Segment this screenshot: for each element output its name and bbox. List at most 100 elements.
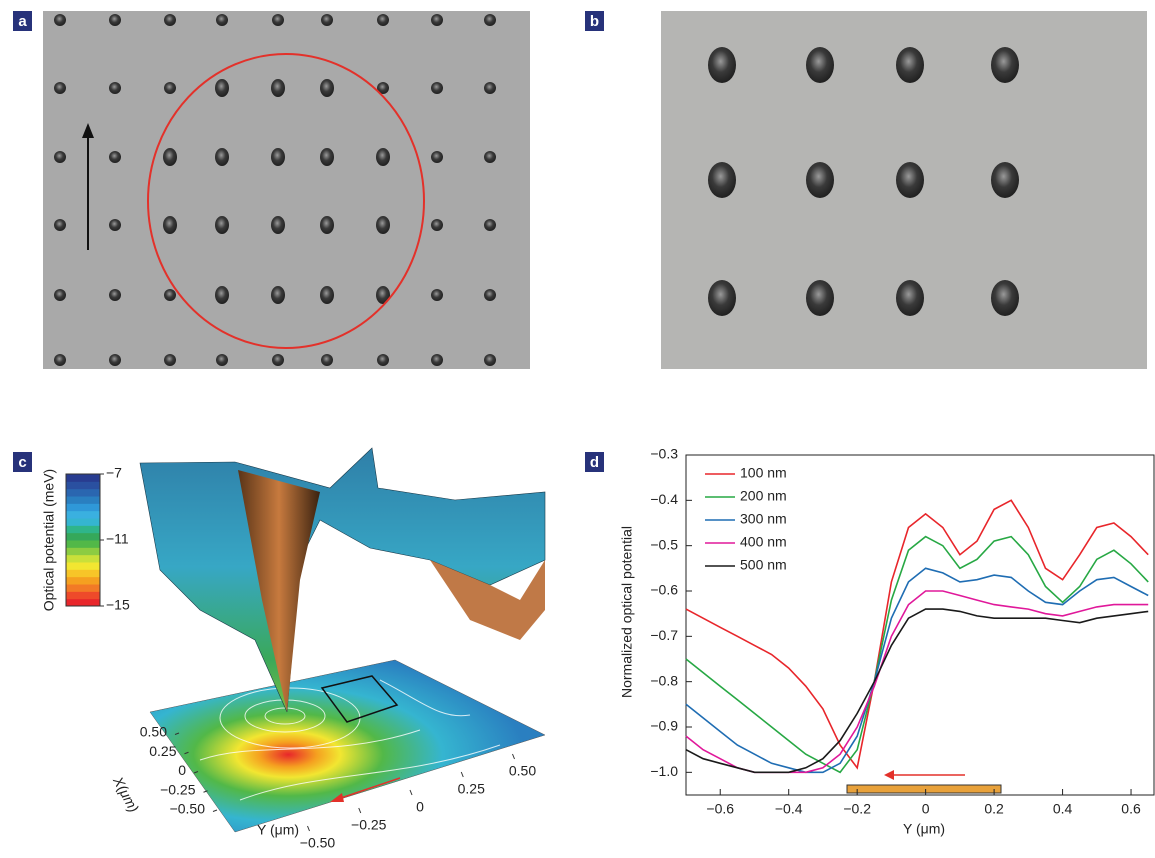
y-axis-label: Y (μm) bbox=[257, 822, 299, 838]
particle bbox=[54, 82, 66, 94]
panel-b-image bbox=[661, 11, 1147, 369]
x-tick-label: −0.6 bbox=[706, 801, 734, 817]
legend-label: 300 nm bbox=[740, 511, 787, 527]
colorbar-band bbox=[66, 562, 100, 570]
particle bbox=[54, 219, 66, 231]
colorbar-band bbox=[66, 511, 100, 519]
particle bbox=[376, 148, 390, 166]
particle bbox=[377, 14, 389, 26]
particle bbox=[215, 79, 229, 97]
colorbar-band bbox=[66, 518, 100, 526]
particle bbox=[320, 286, 334, 304]
particle bbox=[484, 14, 496, 26]
y-tick-label: −0.3 bbox=[650, 446, 678, 462]
y-tick-label: 0.25 bbox=[458, 781, 485, 797]
particle bbox=[320, 148, 334, 166]
panel-a-image bbox=[43, 11, 530, 369]
particle bbox=[806, 47, 834, 83]
particle bbox=[431, 82, 443, 94]
y-tick bbox=[359, 808, 361, 813]
x-axis-title: Y (μm) bbox=[903, 821, 945, 837]
y-tick-label: −0.9 bbox=[650, 718, 678, 734]
colorbar-band bbox=[66, 481, 100, 489]
y-tick bbox=[308, 826, 310, 831]
particle bbox=[216, 14, 228, 26]
colorbar-band bbox=[66, 489, 100, 497]
particle bbox=[708, 280, 736, 316]
x-tick-label: −0.50 bbox=[170, 801, 206, 817]
y-tick-label: 0 bbox=[416, 799, 424, 815]
panel-label: a bbox=[18, 13, 27, 30]
y-tick bbox=[410, 790, 412, 795]
panel-label: c bbox=[18, 454, 26, 471]
colorbar-tick-label: −11 bbox=[106, 531, 129, 547]
particle bbox=[484, 289, 496, 301]
particle bbox=[54, 354, 66, 366]
colorbar-band bbox=[66, 474, 100, 482]
particle bbox=[109, 151, 121, 163]
particle bbox=[164, 82, 176, 94]
particle bbox=[431, 354, 443, 366]
particle bbox=[484, 82, 496, 94]
particle bbox=[806, 162, 834, 198]
surface-plot bbox=[140, 448, 545, 832]
colorbar-band bbox=[66, 577, 100, 585]
y-axis-title: Normalized optical potential bbox=[619, 526, 635, 698]
particle bbox=[215, 148, 229, 166]
colorbar-band bbox=[66, 496, 100, 504]
series-line bbox=[686, 568, 1148, 772]
y-tick-label: −0.7 bbox=[650, 627, 678, 643]
particle bbox=[708, 47, 736, 83]
x-tick-label: 0 bbox=[178, 762, 186, 778]
particle bbox=[54, 151, 66, 163]
x-tick-label: 0.6 bbox=[1121, 801, 1141, 817]
particle bbox=[376, 216, 390, 234]
y-tick-label: −0.4 bbox=[650, 491, 678, 507]
micrograph bbox=[43, 11, 530, 369]
series-line bbox=[686, 591, 1148, 772]
y-tick-label: −1.0 bbox=[650, 763, 678, 779]
particle bbox=[896, 280, 924, 316]
y-tick bbox=[513, 754, 515, 759]
x-tick bbox=[213, 810, 217, 812]
arrow-head bbox=[884, 770, 894, 780]
particle bbox=[215, 286, 229, 304]
figure: Optical potential (meV) X(μm) Y (μm) Nor… bbox=[0, 0, 1155, 858]
particle bbox=[164, 289, 176, 301]
particle bbox=[215, 216, 229, 234]
particle bbox=[896, 47, 924, 83]
particle bbox=[54, 289, 66, 301]
y-tick-label: 0.50 bbox=[509, 763, 536, 779]
colorbar-band bbox=[66, 525, 100, 533]
particle bbox=[896, 162, 924, 198]
particle bbox=[320, 216, 334, 234]
particle bbox=[164, 14, 176, 26]
particle bbox=[271, 79, 285, 97]
particle bbox=[272, 354, 284, 366]
particle bbox=[321, 354, 333, 366]
legend-label: 100 nm bbox=[740, 465, 787, 481]
colorbar-band bbox=[66, 591, 100, 599]
particle bbox=[484, 354, 496, 366]
x-tick-label: 0 bbox=[922, 801, 930, 817]
y-tick-label: −0.25 bbox=[351, 817, 387, 833]
particle bbox=[163, 216, 177, 234]
x-tick-label: 0.4 bbox=[1053, 801, 1073, 817]
colorbar-tick-label: −15 bbox=[106, 597, 130, 613]
particle bbox=[991, 47, 1019, 83]
legend-label: 500 nm bbox=[740, 557, 787, 573]
particle bbox=[272, 14, 284, 26]
colorbar-tick-label: −7 bbox=[106, 465, 122, 481]
series-line bbox=[686, 609, 1148, 772]
particle bbox=[109, 289, 121, 301]
particle bbox=[991, 280, 1019, 316]
particle bbox=[991, 162, 1019, 198]
particle bbox=[109, 354, 121, 366]
particle bbox=[431, 151, 443, 163]
particle bbox=[320, 79, 334, 97]
y-tick-label: −0.6 bbox=[650, 582, 678, 598]
particle bbox=[54, 14, 66, 26]
panel-label: d bbox=[590, 454, 599, 471]
x-axis-label: X(μm) bbox=[110, 773, 142, 815]
x-tick-label: −0.4 bbox=[775, 801, 803, 817]
